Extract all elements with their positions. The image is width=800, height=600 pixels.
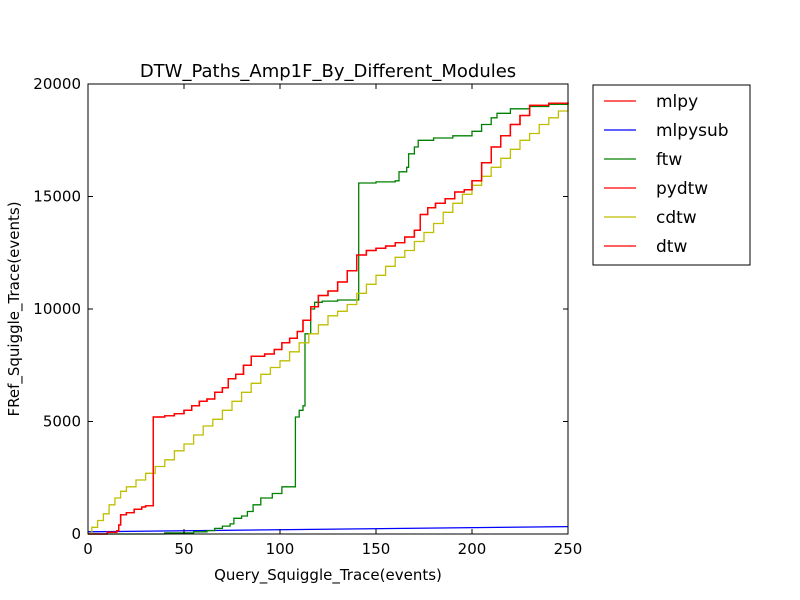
x-axis: 0 50 100 150 200 250	[83, 84, 582, 558]
legend-label-ftw: ftw	[656, 150, 682, 170]
x-tick-label: 250	[554, 540, 583, 558]
series-line-cdtw	[88, 104, 569, 535]
legend-label-mlpysub: mlpysub	[656, 121, 729, 141]
legend-label-dtw: dtw	[656, 237, 687, 257]
x-tick-label: 0	[83, 540, 93, 558]
y-axis: 0 5000 10000 15000 20000	[33, 75, 568, 543]
chart-title: DTW_Paths_Amp1F_By_Different_Modules	[140, 61, 516, 82]
series-layer	[87, 102, 569, 535]
series-line-mlpysub	[87, 525, 569, 533]
x-tick-label: 100	[266, 540, 295, 558]
legend-box	[592, 84, 751, 266]
x-tick-label: 150	[362, 540, 391, 558]
x-tick-label: 50	[174, 540, 193, 558]
legend-label-cdtw: cdtw	[656, 208, 697, 228]
y-tick-label: 10000	[33, 300, 81, 318]
series-line-ftw	[88, 103, 569, 535]
y-tick-label: 5000	[43, 413, 81, 431]
y-axis-title: FRef_Squiggle_Trace(events)	[5, 201, 24, 416]
x-tick-label: 200	[458, 540, 487, 558]
x-axis-title: Query_Squiggle_Trace(events)	[214, 566, 442, 585]
legend: mlpy mlpysub ftw pydtw cdtw dtw	[592, 84, 751, 266]
y-tick-label: 0	[71, 525, 81, 543]
legend-label-mlpy: mlpy	[656, 92, 698, 112]
legend-label-pydtw: pydtw	[656, 179, 708, 199]
y-tick-label: 20000	[33, 75, 81, 93]
series-line-dtw	[88, 102, 569, 535]
y-tick-label: 15000	[33, 188, 81, 206]
